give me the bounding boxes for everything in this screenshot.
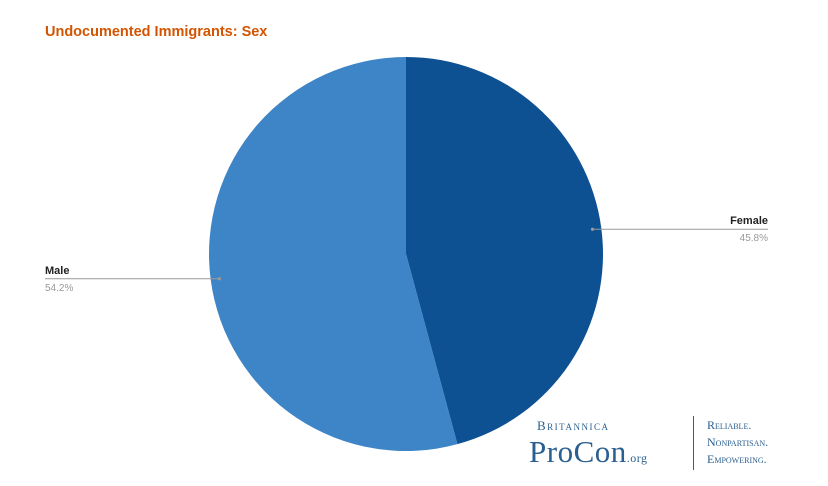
logo-tagline-line: Reliable.: [707, 418, 752, 432]
logo-brand: Britannica: [537, 418, 610, 433]
logo-wordmark: ProCon.org: [529, 434, 648, 470]
logo-suffix: .org: [626, 451, 648, 465]
logo-tagline-line: Nonpartisan.: [707, 435, 769, 449]
procon-logo: Britannica ProCon.org Reliable. Nonparti…: [527, 414, 797, 474]
logo-tagline-line: Empowering.: [707, 452, 767, 466]
pie-slice-female: [406, 57, 603, 445]
leader-dot-male: [217, 277, 222, 281]
leader-dot-female: [590, 227, 595, 231]
slice-label-female: Female: [730, 215, 768, 227]
logo-tagline: Reliable. Nonpartisan. Empowering.: [707, 417, 768, 468]
logo-name: ProCon: [529, 434, 627, 469]
slice-value-male: 54.2%: [45, 283, 73, 294]
pie-slice-male: [208, 57, 458, 452]
slice-value-female: 45.8%: [740, 233, 768, 244]
logo-divider: [693, 416, 694, 470]
chart-title: Undocumented Immigrants: Sex: [45, 24, 268, 40]
slice-label-male: Male: [45, 265, 69, 277]
